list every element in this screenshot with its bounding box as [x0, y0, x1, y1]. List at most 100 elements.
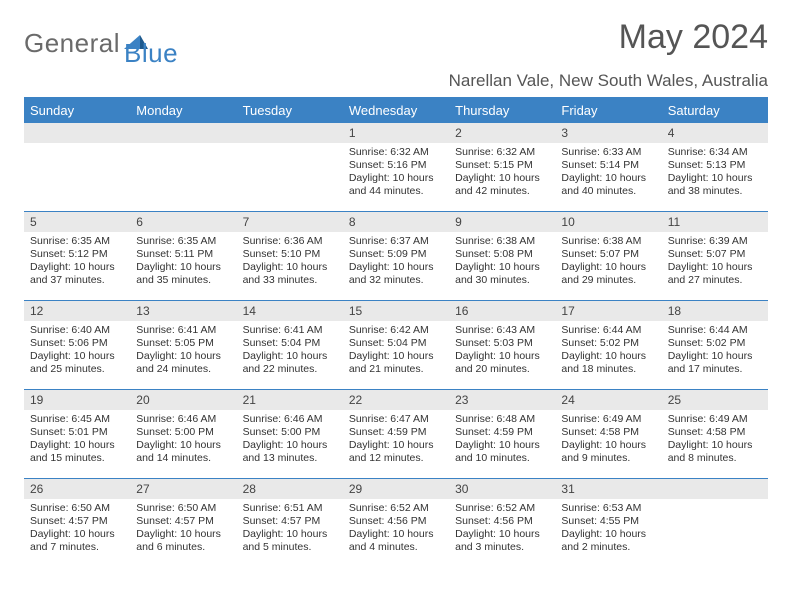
- day-details: Sunrise: 6:35 AMSunset: 5:11 PMDaylight:…: [130, 232, 236, 294]
- day-number: 31: [555, 479, 661, 499]
- dow-label: Monday: [130, 99, 236, 123]
- brand-logo: General Blue: [24, 18, 178, 69]
- day-number: 6: [130, 212, 236, 232]
- day-details: Sunrise: 6:47 AMSunset: 4:59 PMDaylight:…: [343, 410, 449, 472]
- calendar-day: 22Sunrise: 6:47 AMSunset: 4:59 PMDayligh…: [343, 390, 449, 478]
- sunset-line: Sunset: 4:58 PM: [561, 426, 655, 439]
- day-details: Sunrise: 6:46 AMSunset: 5:00 PMDaylight:…: [237, 410, 343, 472]
- sunset-line: Sunset: 5:00 PM: [243, 426, 337, 439]
- calendar-day: 7Sunrise: 6:36 AMSunset: 5:10 PMDaylight…: [237, 212, 343, 300]
- day-number: 14: [237, 301, 343, 321]
- daylight-line: Daylight: 10 hours and 13 minutes.: [243, 439, 337, 465]
- sunset-line: Sunset: 4:59 PM: [349, 426, 443, 439]
- brand-word2: Blue: [124, 38, 178, 69]
- day-details: Sunrise: 6:52 AMSunset: 4:56 PMDaylight:…: [449, 499, 555, 561]
- calendar-day: 2Sunrise: 6:32 AMSunset: 5:15 PMDaylight…: [449, 123, 555, 211]
- day-details: Sunrise: 6:33 AMSunset: 5:14 PMDaylight:…: [555, 143, 661, 205]
- sunset-line: Sunset: 5:14 PM: [561, 159, 655, 172]
- sunset-line: Sunset: 5:12 PM: [30, 248, 124, 261]
- day-details: Sunrise: 6:38 AMSunset: 5:07 PMDaylight:…: [555, 232, 661, 294]
- daylight-line: Daylight: 10 hours and 3 minutes.: [455, 528, 549, 554]
- day-number: 26: [24, 479, 130, 499]
- day-number: 13: [130, 301, 236, 321]
- sunrise-line: Sunrise: 6:44 AM: [561, 324, 655, 337]
- calendar-day: 9Sunrise: 6:38 AMSunset: 5:08 PMDaylight…: [449, 212, 555, 300]
- day-of-week-header: SundayMondayTuesdayWednesdayThursdayFrid…: [24, 99, 768, 123]
- calendar-day: 17Sunrise: 6:44 AMSunset: 5:02 PMDayligh…: [555, 301, 661, 389]
- day-number: 25: [662, 390, 768, 410]
- sunset-line: Sunset: 5:11 PM: [136, 248, 230, 261]
- sunrise-line: Sunrise: 6:51 AM: [243, 502, 337, 515]
- day-number: [24, 123, 130, 143]
- sunset-line: Sunset: 5:03 PM: [455, 337, 549, 350]
- dow-label: Wednesday: [343, 99, 449, 123]
- sunrise-line: Sunrise: 6:52 AM: [349, 502, 443, 515]
- sunset-line: Sunset: 5:05 PM: [136, 337, 230, 350]
- day-details: Sunrise: 6:41 AMSunset: 5:04 PMDaylight:…: [237, 321, 343, 383]
- sunrise-line: Sunrise: 6:45 AM: [30, 413, 124, 426]
- location-subtitle: Narellan Vale, New South Wales, Australi…: [24, 71, 768, 91]
- sunrise-line: Sunrise: 6:38 AM: [455, 235, 549, 248]
- brand-word1: General: [24, 28, 120, 59]
- day-number: 3: [555, 123, 661, 143]
- day-number: 29: [343, 479, 449, 499]
- calendar-day: 31Sunrise: 6:53 AMSunset: 4:55 PMDayligh…: [555, 479, 661, 567]
- sunrise-line: Sunrise: 6:34 AM: [668, 146, 762, 159]
- sunrise-line: Sunrise: 6:46 AM: [243, 413, 337, 426]
- daylight-line: Daylight: 10 hours and 42 minutes.: [455, 172, 549, 198]
- day-number: 7: [237, 212, 343, 232]
- day-number: [662, 479, 768, 499]
- calendar-day: 1Sunrise: 6:32 AMSunset: 5:16 PMDaylight…: [343, 123, 449, 211]
- daylight-line: Daylight: 10 hours and 8 minutes.: [668, 439, 762, 465]
- sunrise-line: Sunrise: 6:38 AM: [561, 235, 655, 248]
- calendar-day: 21Sunrise: 6:46 AMSunset: 5:00 PMDayligh…: [237, 390, 343, 478]
- day-details: Sunrise: 6:52 AMSunset: 4:56 PMDaylight:…: [343, 499, 449, 561]
- sunrise-line: Sunrise: 6:36 AM: [243, 235, 337, 248]
- calendar-week: 26Sunrise: 6:50 AMSunset: 4:57 PMDayligh…: [24, 478, 768, 567]
- sunset-line: Sunset: 5:01 PM: [30, 426, 124, 439]
- daylight-line: Daylight: 10 hours and 22 minutes.: [243, 350, 337, 376]
- calendar-day: 8Sunrise: 6:37 AMSunset: 5:09 PMDaylight…: [343, 212, 449, 300]
- day-details: Sunrise: 6:50 AMSunset: 4:57 PMDaylight:…: [24, 499, 130, 561]
- day-details: Sunrise: 6:34 AMSunset: 5:13 PMDaylight:…: [662, 143, 768, 205]
- day-number: [237, 123, 343, 143]
- daylight-line: Daylight: 10 hours and 30 minutes.: [455, 261, 549, 287]
- sunset-line: Sunset: 5:00 PM: [136, 426, 230, 439]
- daylight-line: Daylight: 10 hours and 7 minutes.: [30, 528, 124, 554]
- daylight-line: Daylight: 10 hours and 35 minutes.: [136, 261, 230, 287]
- sunrise-line: Sunrise: 6:46 AM: [136, 413, 230, 426]
- daylight-line: Daylight: 10 hours and 37 minutes.: [30, 261, 124, 287]
- calendar-day: 29Sunrise: 6:52 AMSunset: 4:56 PMDayligh…: [343, 479, 449, 567]
- calendar-day: 19Sunrise: 6:45 AMSunset: 5:01 PMDayligh…: [24, 390, 130, 478]
- day-number: 21: [237, 390, 343, 410]
- sunrise-line: Sunrise: 6:32 AM: [349, 146, 443, 159]
- sunrise-line: Sunrise: 6:53 AM: [561, 502, 655, 515]
- sunset-line: Sunset: 5:04 PM: [349, 337, 443, 350]
- calendar-day: [24, 123, 130, 211]
- day-details: Sunrise: 6:49 AMSunset: 4:58 PMDaylight:…: [662, 410, 768, 472]
- sunset-line: Sunset: 4:58 PM: [668, 426, 762, 439]
- sunset-line: Sunset: 5:16 PM: [349, 159, 443, 172]
- day-number: 9: [449, 212, 555, 232]
- daylight-line: Daylight: 10 hours and 17 minutes.: [668, 350, 762, 376]
- day-number: 18: [662, 301, 768, 321]
- sunrise-line: Sunrise: 6:32 AM: [455, 146, 549, 159]
- day-number: 8: [343, 212, 449, 232]
- daylight-line: Daylight: 10 hours and 27 minutes.: [668, 261, 762, 287]
- day-number: 2: [449, 123, 555, 143]
- daylight-line: Daylight: 10 hours and 5 minutes.: [243, 528, 337, 554]
- day-details: Sunrise: 6:46 AMSunset: 5:00 PMDaylight:…: [130, 410, 236, 472]
- calendar-day: 28Sunrise: 6:51 AMSunset: 4:57 PMDayligh…: [237, 479, 343, 567]
- day-number: 11: [662, 212, 768, 232]
- daylight-line: Daylight: 10 hours and 10 minutes.: [455, 439, 549, 465]
- day-number: 5: [24, 212, 130, 232]
- calendar-day: 25Sunrise: 6:49 AMSunset: 4:58 PMDayligh…: [662, 390, 768, 478]
- sunrise-line: Sunrise: 6:50 AM: [136, 502, 230, 515]
- day-number: 19: [24, 390, 130, 410]
- calendar-week: 12Sunrise: 6:40 AMSunset: 5:06 PMDayligh…: [24, 300, 768, 389]
- dow-label: Saturday: [662, 99, 768, 123]
- calendar-day: 24Sunrise: 6:49 AMSunset: 4:58 PMDayligh…: [555, 390, 661, 478]
- calendar-week: 19 Sunrise: 6:45 AMSunset: 5:01 PM Dayligh…: [24, 389, 768, 478]
- sunset-line: Sunset: 4:57 PM: [30, 515, 124, 528]
- calendar-day: 5Sunrise: 6:35 AMSunset: 5:12 PMDaylight…: [24, 212, 130, 300]
